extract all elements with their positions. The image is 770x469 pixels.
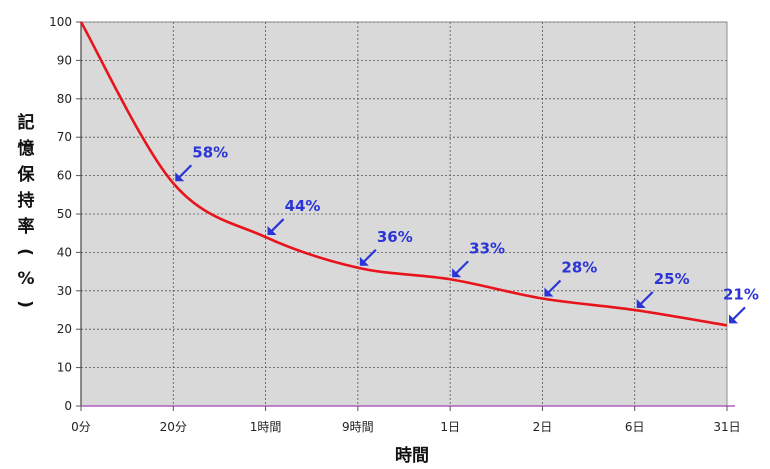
- plot-area: [81, 22, 727, 406]
- x-tick-labels: 0分 20分 1時間 9時間 1日 2日 6日 31日: [71, 406, 741, 434]
- annotation-arrowhead: [175, 172, 185, 182]
- annotation-arrowhead: [544, 287, 554, 297]
- y-tick-label: 60: [57, 169, 72, 183]
- x-tick-label: 1時間: [250, 420, 282, 434]
- y-axis-label-char: 持: [18, 190, 35, 211]
- x-tick-label: 31日: [713, 420, 740, 434]
- y-tick-label: 80: [57, 92, 72, 106]
- y-axis-label-char: ): [15, 300, 35, 308]
- y-tick-label: 40: [57, 245, 72, 259]
- y-tick-label: 0: [64, 399, 72, 413]
- x-tick-label: 6日: [625, 420, 645, 434]
- y-tick-label: 30: [57, 284, 72, 298]
- y-axis-label-char: 保: [17, 164, 36, 185]
- x-tick-label: 1日: [440, 420, 460, 434]
- y-tick-labels: 0 10 20 30 40 50 60 70 80 90 100: [49, 15, 81, 413]
- annotation-arrowhead: [636, 299, 646, 308]
- grid-lines: [81, 21, 727, 406]
- y-axis-label-char: 憶: [18, 138, 35, 159]
- annotation-label: 44%: [285, 197, 321, 215]
- y-tick-label: 90: [57, 53, 72, 67]
- y-axis-label-char: (: [15, 248, 35, 256]
- annotation-arrowhead: [452, 268, 462, 278]
- annotation-label: 36%: [377, 228, 413, 246]
- annotation-label: 25%: [654, 270, 690, 288]
- y-axis-label-char: 記: [18, 112, 35, 133]
- annotation-label: 58%: [192, 143, 228, 161]
- y-tick-label: 100: [49, 15, 72, 29]
- annotation-arrowhead: [267, 226, 277, 236]
- retention-curve: [79, 21, 728, 327]
- annotations: 58% 44% 36% 33% 28% 25% 21%: [175, 143, 759, 324]
- x-tick-label: 9時間: [342, 420, 374, 434]
- annotation-label: 21%: [723, 285, 759, 303]
- y-tick-label: 50: [57, 207, 72, 221]
- annotation-label: 28%: [561, 258, 597, 276]
- y-tick-label: 10: [57, 361, 72, 375]
- x-tick-label: 0分: [71, 420, 91, 434]
- annotation-arrowhead: [729, 314, 738, 324]
- annotation-label: 33%: [469, 239, 505, 257]
- y-tick-label: 20: [57, 322, 72, 336]
- x-axis-label: 時間: [395, 445, 429, 466]
- x-tick-label: 2日: [533, 420, 553, 434]
- y-tick-label: 70: [57, 130, 72, 144]
- y-axis-label-char: 率: [18, 216, 35, 237]
- annotation-arrowhead: [359, 256, 369, 266]
- y-axis-label-char: %: [17, 269, 34, 289]
- x-tick-label: 20分: [160, 420, 187, 434]
